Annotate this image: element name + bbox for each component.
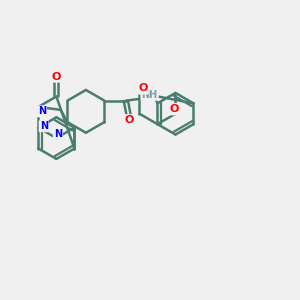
Text: NH: NH — [142, 90, 158, 100]
Text: O: O — [52, 72, 61, 82]
Text: O: O — [169, 104, 179, 114]
Text: O: O — [124, 115, 134, 125]
Text: O: O — [138, 83, 148, 94]
Text: N: N — [38, 106, 46, 116]
Text: N: N — [40, 121, 48, 131]
Text: N: N — [54, 129, 62, 139]
